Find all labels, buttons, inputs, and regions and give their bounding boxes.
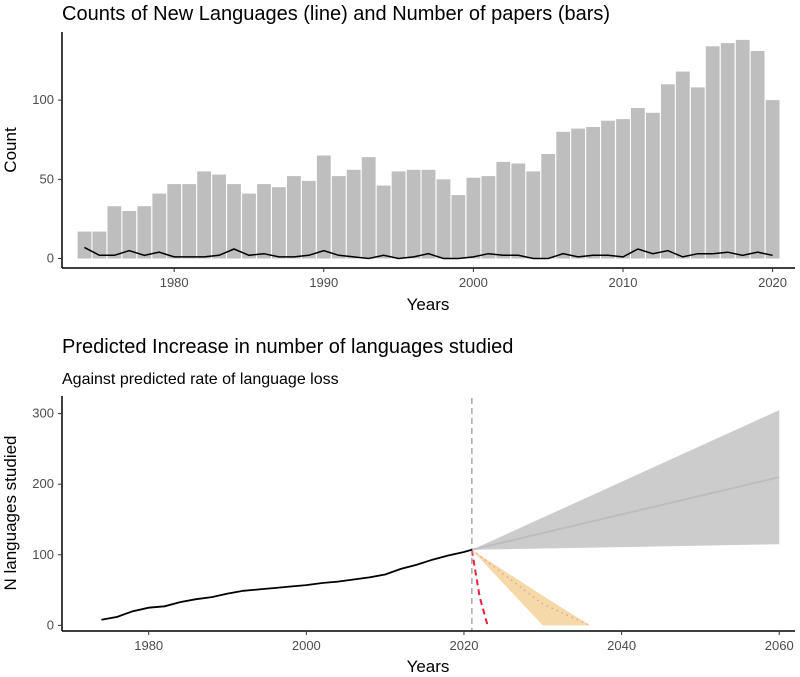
bar-2006 — [556, 131, 571, 259]
bar-2002 — [496, 161, 511, 259]
bar-1996 — [406, 169, 421, 259]
bar-2003 — [511, 163, 526, 259]
line-layer — [84, 246, 773, 260]
y-tick-label: 100 — [32, 92, 54, 107]
bar-2010 — [616, 119, 630, 259]
bar-1980 — [167, 184, 182, 259]
bar-2018 — [735, 39, 750, 259]
bar-1976 — [107, 206, 122, 259]
bar-2013 — [661, 84, 675, 259]
bar-2005 — [541, 154, 556, 259]
bar-1989 — [301, 180, 316, 259]
chart-title: Counts of New Languages (line) and Numbe… — [62, 3, 610, 25]
prediction-ribbon — [471, 410, 780, 550]
x-tick-label: 2020 — [758, 275, 787, 290]
y-ticks: 0 50 100 — [32, 92, 62, 265]
x-tick-label: 1980 — [134, 638, 163, 653]
y-tick-label: 200 — [32, 476, 54, 491]
x-axis-title: Years — [407, 295, 450, 314]
x-tick-label: 2010 — [609, 275, 638, 290]
bar-1999 — [451, 195, 466, 259]
bar-2011 — [631, 108, 645, 259]
bar-2008 — [586, 127, 600, 259]
prediction-marks — [101, 398, 780, 631]
y-tick-label: 0 — [47, 250, 54, 265]
bar-1990 — [316, 155, 331, 259]
loss-fast-line — [470, 549, 489, 626]
bar-2016 — [705, 46, 720, 259]
x-tick-label: 2060 — [765, 638, 794, 653]
loss-dotted-line — [471, 549, 591, 627]
y-tick-label: 300 — [32, 406, 54, 421]
bar-2020 — [765, 100, 780, 259]
x-tick-label: 1990 — [309, 275, 338, 290]
bar-1975 — [92, 231, 107, 259]
panel-prediction: Predicted Increase in number of language… — [1, 336, 795, 676]
bar-1994 — [376, 185, 391, 259]
bar-1986 — [257, 184, 271, 259]
bar-1993 — [361, 157, 376, 259]
x-axis-title: Years — [407, 657, 450, 676]
bar-1998 — [436, 179, 451, 259]
bar-1987 — [272, 187, 286, 259]
bar-1983 — [212, 174, 226, 259]
x-ticks: 1980 1990 2000 2010 2020 — [160, 268, 787, 290]
prediction-mean-line — [471, 476, 780, 551]
y-axis-title: Count — [1, 127, 20, 173]
bars — [77, 39, 780, 259]
bar-1974 — [77, 231, 92, 259]
y-tick-label: 0 — [47, 617, 54, 632]
y-tick-label: 100 — [32, 547, 54, 562]
bar-1991 — [331, 176, 346, 259]
x-tick-label: 2040 — [607, 638, 636, 653]
x-tick-label: 2000 — [292, 638, 321, 653]
bar-1995 — [391, 171, 406, 259]
bar-2001 — [481, 176, 496, 259]
chart-subtitle: Against predicted rate of language loss — [62, 371, 339, 388]
bar-2019 — [750, 51, 765, 259]
bar-2009 — [601, 120, 615, 259]
x-tick-label: 1980 — [160, 275, 189, 290]
bar-2004 — [526, 171, 541, 259]
bar-1981 — [182, 184, 197, 259]
y-tick-label: 50 — [40, 171, 54, 186]
bar-1984 — [227, 184, 241, 259]
bar-2000 — [466, 177, 481, 259]
observed-line — [101, 548, 473, 621]
bar-1985 — [242, 193, 256, 259]
chart-title: Predicted Increase in number of language… — [62, 336, 513, 358]
bar-2015 — [690, 87, 705, 259]
panel-papers: Counts of New Languages (line) and Numbe… — [1, 3, 795, 314]
bar-1978 — [137, 206, 152, 259]
bar-2017 — [720, 43, 735, 259]
y-ticks: 0 100 200 300 — [32, 406, 62, 632]
bar-2014 — [675, 71, 690, 259]
x-tick-label: 2020 — [450, 638, 479, 653]
y-axis-title: N languages studied — [1, 435, 20, 590]
bar-2012 — [646, 112, 660, 259]
bar-1992 — [346, 169, 361, 259]
x-ticks: 1980 2000 2020 2040 2060 — [134, 631, 794, 653]
x-tick-label: 2000 — [459, 275, 488, 290]
loss-ribbon — [471, 549, 591, 626]
bar-2007 — [571, 128, 585, 259]
bar-1979 — [152, 193, 167, 259]
new-languages-line — [84, 246, 773, 260]
bar-1997 — [421, 169, 436, 259]
bar-1977 — [122, 211, 137, 259]
bar-1988 — [287, 176, 301, 259]
bar-1982 — [197, 171, 211, 259]
